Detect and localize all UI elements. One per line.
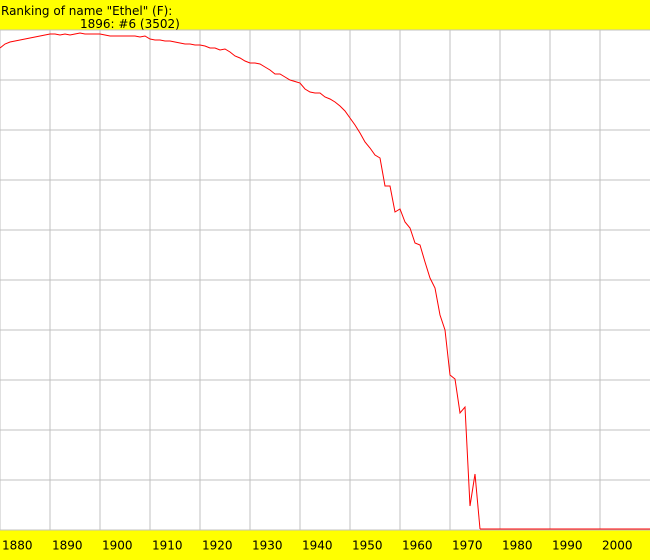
- x-tick-label: 1990: [552, 539, 583, 553]
- annotation: 1896: #6 (3502): [80, 17, 180, 31]
- footer-bar: [0, 530, 650, 560]
- x-tick-label: 2000: [602, 539, 633, 553]
- x-tick-label: 1890: [52, 539, 83, 553]
- x-tick-label: 1910: [152, 539, 183, 553]
- header-bar: [0, 0, 650, 30]
- x-tick-label: 1930: [252, 539, 283, 553]
- x-tick-label: 1950: [352, 539, 383, 553]
- x-tick-label: 1970: [452, 539, 483, 553]
- x-tick-label: 1940: [302, 539, 333, 553]
- x-tick-label: 1880: [2, 539, 33, 553]
- series-line: [0, 32, 476, 507]
- x-tick-label: 1980: [502, 539, 533, 553]
- x-tick-label: 1960: [402, 539, 433, 553]
- chart-title: Ranking of name "Ethel" (F):: [1, 4, 172, 18]
- x-tick-label: 1920: [202, 539, 233, 553]
- unranked-drop: [474, 473, 481, 530]
- x-tick-label: 1900: [102, 539, 133, 553]
